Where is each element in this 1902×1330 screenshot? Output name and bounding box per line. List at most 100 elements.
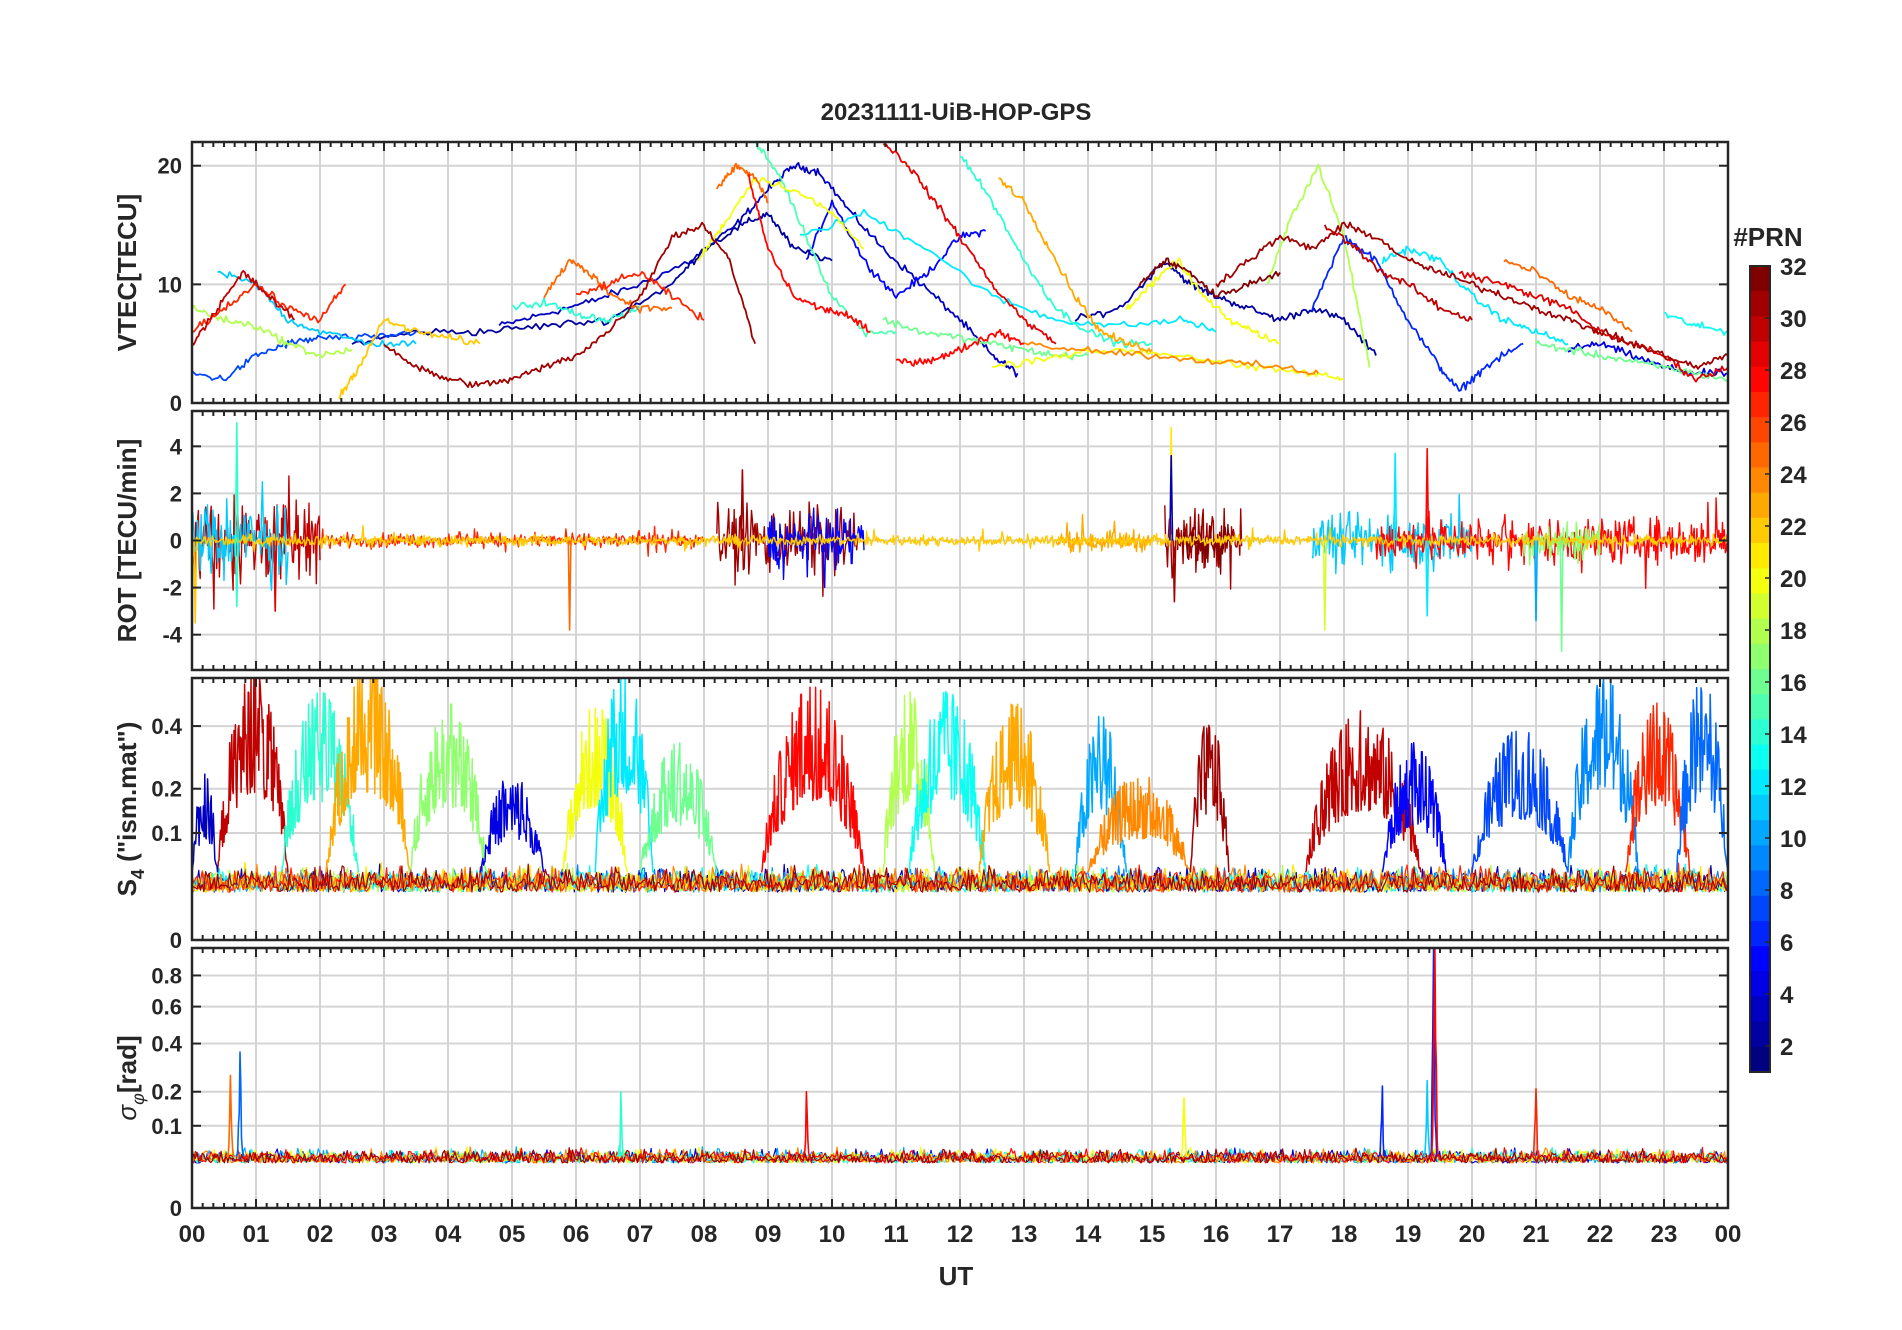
- vtec-series-prn-24: [1023, 341, 1320, 376]
- x-tick-label: 15: [1139, 1221, 1166, 1248]
- vtec-series-prn-18: [192, 304, 353, 359]
- y-tick-label: 10: [158, 272, 182, 297]
- vtec-series-prn-29: [1458, 270, 1728, 383]
- rot-spike: [1322, 540, 1327, 631]
- colorbar-segment: [1750, 467, 1770, 494]
- vtec-series-prn-31: [383, 221, 757, 389]
- rot-spike: [1425, 447, 1430, 541]
- sigma-bump-prn-20: [1179, 1096, 1189, 1157]
- s4-baseline-prn-31: [192, 862, 1728, 893]
- y-label-rest: [rad]: [112, 1035, 142, 1093]
- tick-marks: [191, 411, 1729, 670]
- y-tick-label: 2: [170, 481, 182, 506]
- y-tick-label: 0: [170, 529, 182, 554]
- y-label-rest: ("ism.mat"): [112, 722, 142, 869]
- x-tick-label: 07: [627, 1221, 654, 1248]
- y-label-sub: φ: [128, 1093, 148, 1105]
- s4-burst-prn-13: [908, 690, 987, 873]
- vtec-series-prn-20: [1125, 257, 1281, 345]
- vtec-series-prn-6: [1311, 234, 1524, 392]
- x-tick-label: 03: [371, 1221, 398, 1248]
- s4-burst-prn-8: [1676, 686, 1728, 873]
- colorbar-segment: [1750, 870, 1770, 897]
- colorbar-segment: [1750, 895, 1770, 922]
- colorbar-segment: [1750, 971, 1770, 998]
- colorbar-segment: [1750, 391, 1770, 418]
- colorbar-segment: [1750, 920, 1770, 947]
- colorbar-tick-label: 24: [1780, 462, 1807, 489]
- x-tick-label: 17: [1267, 1221, 1294, 1248]
- colorbar-segment: [1750, 442, 1770, 469]
- colorbar-segment: [1750, 618, 1770, 645]
- colorbar-segment: [1750, 744, 1770, 771]
- rot-spike: [193, 540, 198, 624]
- vtec-series-prn-30: [192, 270, 296, 346]
- rot-spike: [234, 421, 239, 541]
- vtec-series-prn-29: [883, 143, 1057, 345]
- sigma-bump-prn-6: [1377, 1085, 1387, 1157]
- colorbar-tick-label: 26: [1780, 410, 1807, 437]
- y-tick-label: 0.8: [151, 963, 182, 988]
- colorbar-segment: [1750, 769, 1770, 796]
- s4-burst-prn-27: [1624, 702, 1691, 873]
- vtec-series-prn-14: [959, 156, 1153, 349]
- vtec-series-prn-27: [192, 283, 347, 333]
- vtec-data: [192, 142, 1728, 400]
- vtec-series-prn-23: [998, 177, 1153, 353]
- sigma-bump-prn-28: [801, 1090, 812, 1157]
- x-tick-label: 10: [819, 1221, 846, 1248]
- s4-data: [192, 678, 1728, 893]
- rot-spike: [1533, 540, 1539, 622]
- s4-y-label: S4 ("ism.mat"): [112, 722, 148, 897]
- rot-trace-prn-11: [192, 481, 289, 591]
- colorbar-segment: [1750, 417, 1770, 443]
- rot-trace-prn-22: [192, 524, 1728, 553]
- colorbar-segment: [1750, 794, 1770, 821]
- colorbar-segment: [1750, 543, 1770, 569]
- x-tick-label: 20: [1459, 1221, 1486, 1248]
- y-tick-label: 0: [170, 928, 182, 953]
- y-tick-label: 0.1: [151, 821, 182, 846]
- colorbar-segment: [1750, 266, 1770, 292]
- colorbar-segment: [1750, 946, 1770, 972]
- colorbar-tick-label: 2: [1780, 1034, 1793, 1061]
- vtec-series-prn-20: [696, 176, 865, 262]
- y-tick-label: 4: [170, 434, 183, 459]
- s4-burst-prn-28: [760, 686, 865, 873]
- sigma-phi-panel: 0 0.1 0.2 0.4 0.6 0.8 σφ[rad]: [112, 946, 1730, 1221]
- colorbar-tick-label: 4: [1780, 982, 1794, 1009]
- y-label-main: σ: [112, 1104, 142, 1121]
- colorbar-segment: [1750, 492, 1770, 519]
- colorbar-frame: [1749, 265, 1771, 1073]
- colorbar-segment: [1750, 669, 1770, 695]
- tick-marks: [191, 678, 1729, 941]
- y-tick-label: -2: [162, 576, 182, 601]
- tick-marks: [191, 948, 1729, 1209]
- vtec-series-prn-25: [1503, 258, 1633, 333]
- colorbar-tick-label: 6: [1780, 930, 1793, 957]
- s4-panel: 00.10.20.4S4 ("ism.mat"): [112, 676, 1730, 953]
- colorbar-segment: [1750, 316, 1770, 343]
- vtec-series-prn-2: [1074, 262, 1377, 356]
- colorbar-segment: [1750, 820, 1770, 846]
- s4-burst-prn-5: [1381, 742, 1448, 873]
- colorbar-segment: [1750, 719, 1770, 746]
- s4-burst-prn-9: [1567, 678, 1640, 873]
- s4-burst-prn-16: [639, 742, 718, 873]
- vtec-series-prn-32: [1138, 257, 1281, 298]
- x-tick-label: 18: [1331, 1221, 1358, 1248]
- colorbar-tick-label: 14: [1780, 722, 1807, 749]
- rot-trace-prn-5: [767, 507, 865, 589]
- rot-spike: [273, 540, 278, 612]
- x-tick-label: 21: [1523, 1221, 1550, 1248]
- x-tick-label: 19: [1395, 1221, 1422, 1248]
- colorbar-segment: [1750, 845, 1770, 872]
- vtec-series-prn-28: [747, 174, 871, 333]
- sigma-bump-prn-8: [235, 1051, 245, 1157]
- x-tick-label: 05: [499, 1221, 526, 1248]
- vtec-series-prn-16: [1535, 340, 1728, 382]
- sigma-baseline-prn-31: [192, 1146, 1728, 1164]
- y-label-sub: 4: [128, 869, 148, 879]
- s4-burst-prn-23: [325, 678, 411, 873]
- y-tick-label: 0: [170, 391, 182, 416]
